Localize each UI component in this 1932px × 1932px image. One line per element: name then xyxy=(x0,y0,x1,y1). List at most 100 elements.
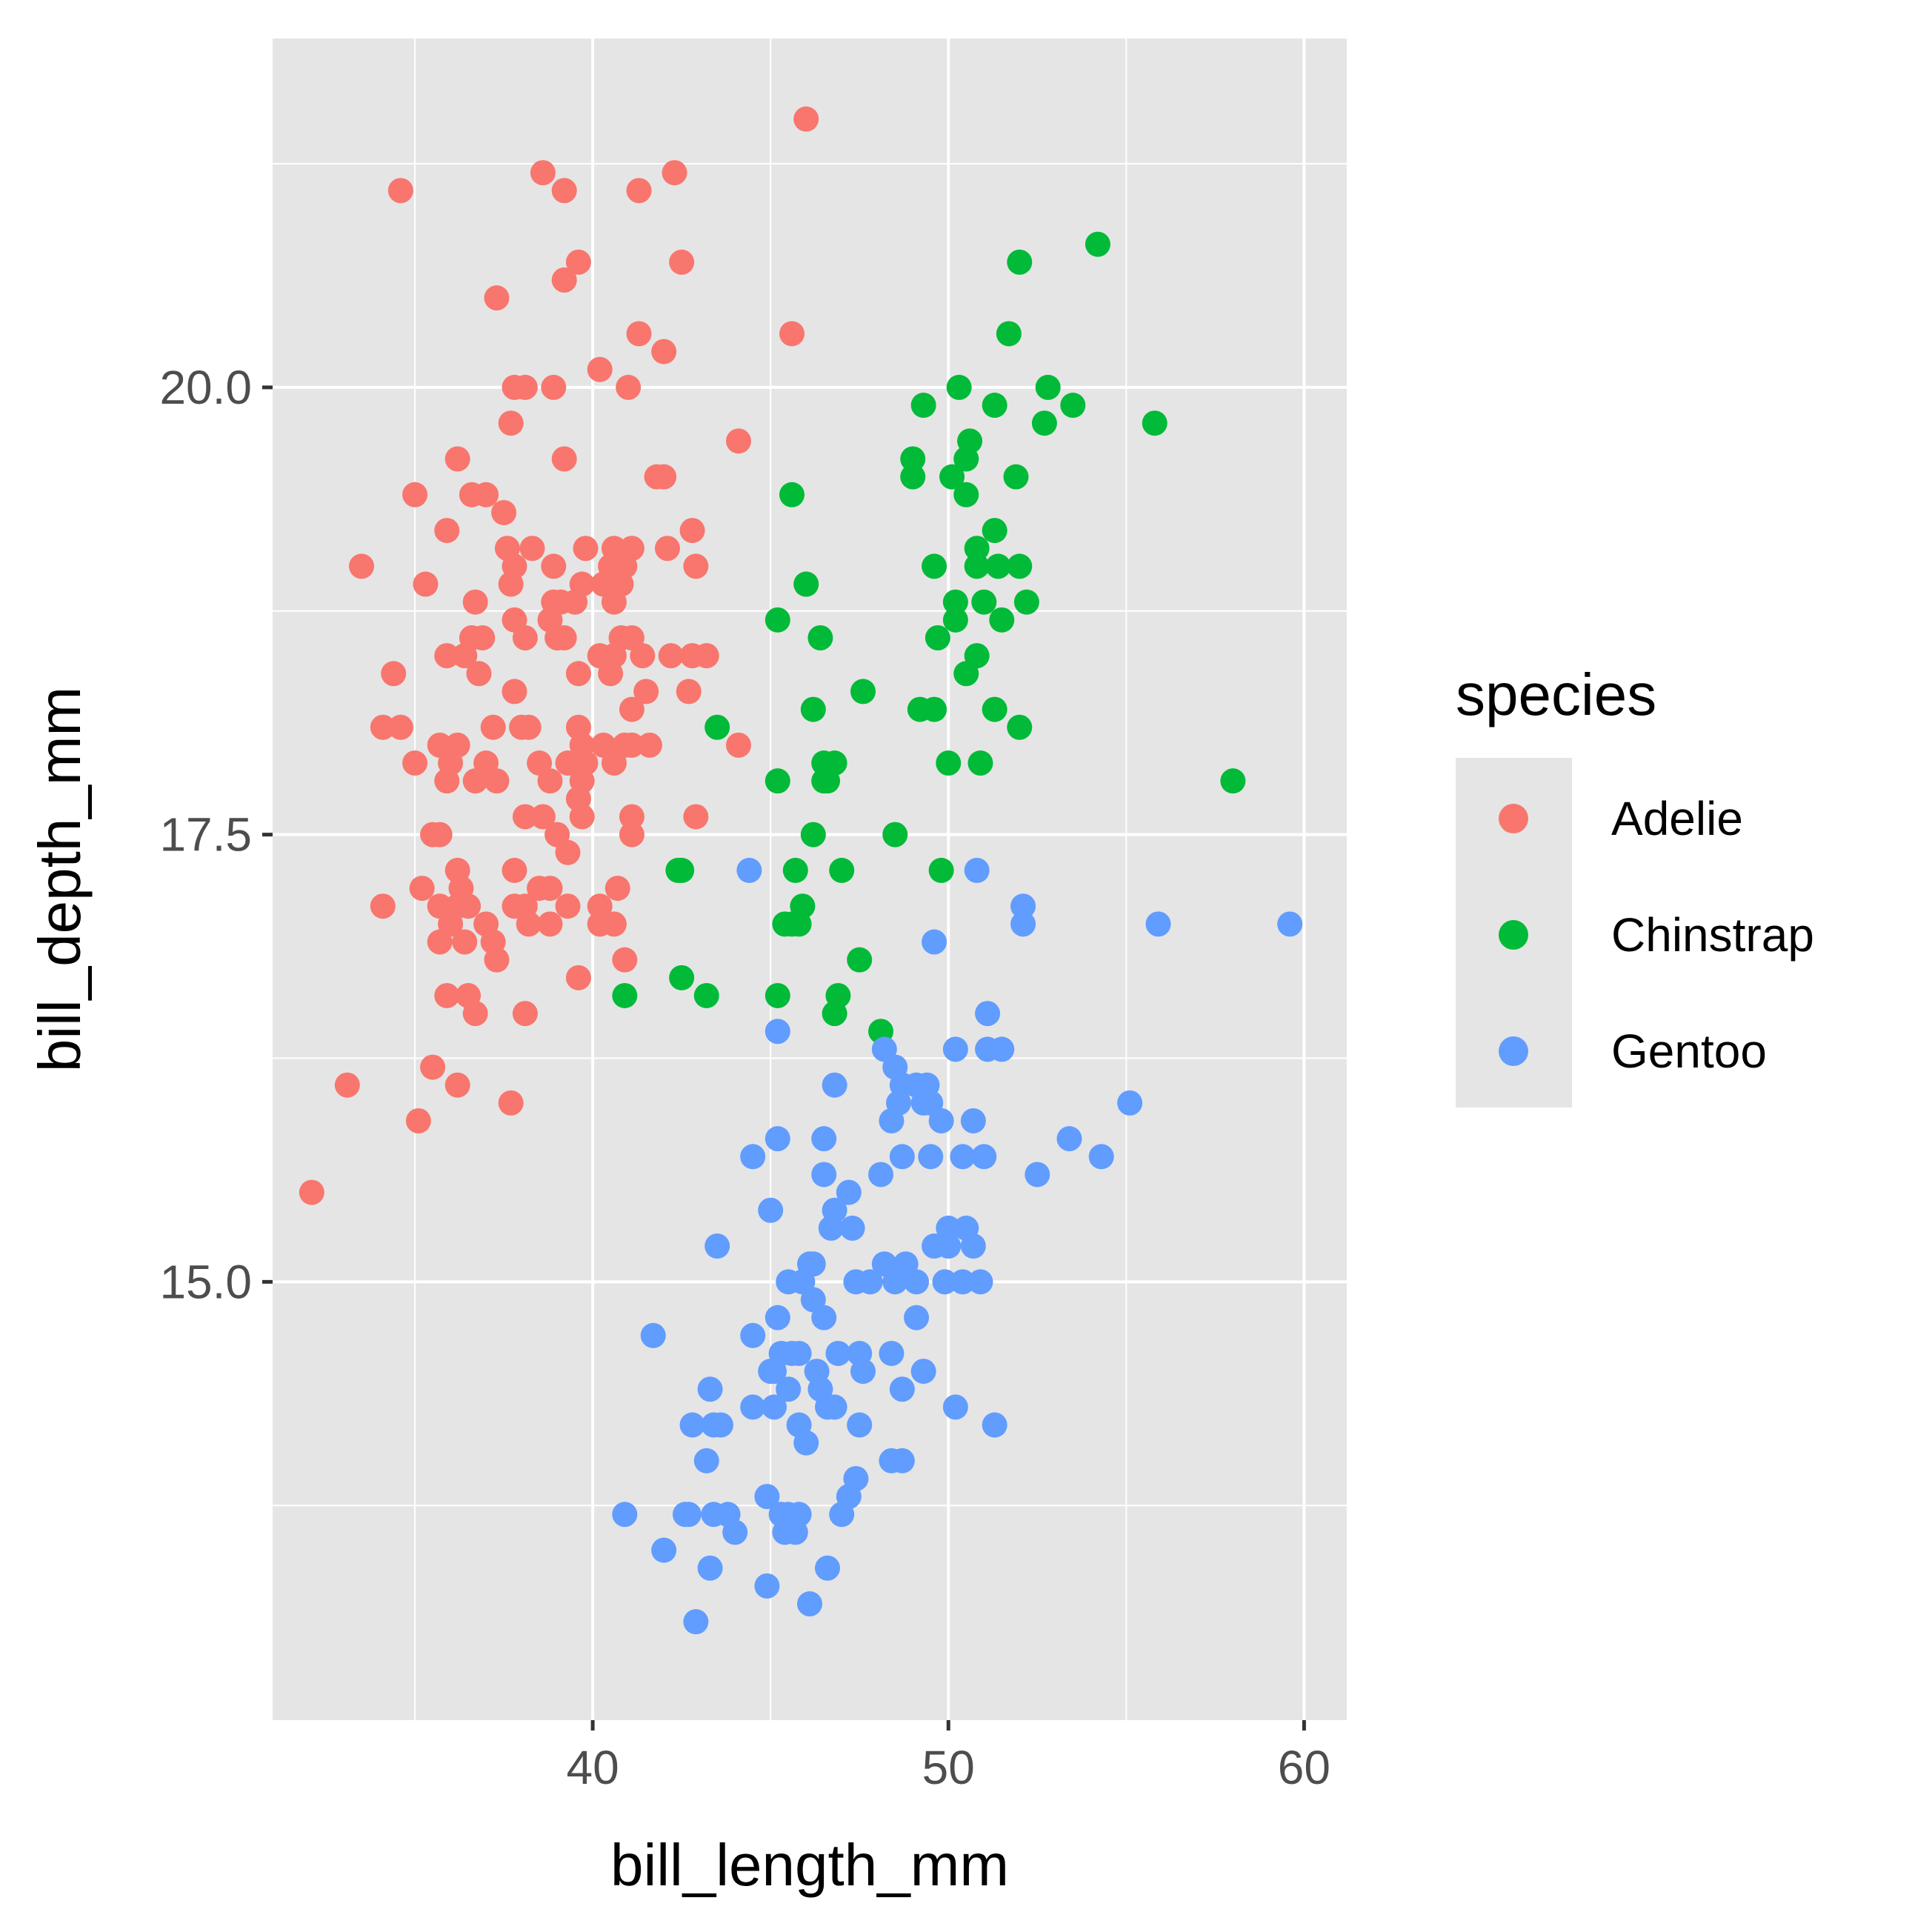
point-gentoo xyxy=(910,1359,936,1385)
point-chinstrap xyxy=(1060,393,1086,419)
point-gentoo xyxy=(889,1144,915,1170)
point-gentoo xyxy=(904,1269,930,1295)
point-adelie xyxy=(604,876,630,902)
point-chinstrap xyxy=(1142,410,1167,436)
point-chinstrap xyxy=(910,393,936,419)
point-gentoo xyxy=(1010,911,1036,937)
point-adelie xyxy=(565,661,591,687)
point-chinstrap xyxy=(964,536,990,562)
legend-label-chinstrap: Chinstrap xyxy=(1611,908,1814,962)
point-gentoo xyxy=(754,1484,780,1510)
point-gentoo xyxy=(1056,1126,1082,1152)
legend-key-gentoo xyxy=(1499,1036,1528,1066)
point-chinstrap xyxy=(985,553,1011,579)
point-gentoo xyxy=(697,1376,723,1402)
point-adelie xyxy=(555,839,581,865)
point-gentoo xyxy=(950,1144,976,1170)
minor-gridlines xyxy=(273,39,1347,1720)
point-gentoo xyxy=(889,1376,915,1402)
point-chinstrap xyxy=(800,822,826,847)
point-adelie xyxy=(512,374,538,400)
point-gentoo xyxy=(612,1502,638,1528)
point-adelie xyxy=(402,750,428,776)
point-adelie xyxy=(462,768,488,794)
point-gentoo xyxy=(786,1340,812,1366)
point-adelie xyxy=(459,482,484,507)
point-gentoo xyxy=(651,1537,677,1563)
point-adelie xyxy=(612,947,638,973)
point-chinstrap xyxy=(1007,714,1033,740)
legend-label-gentoo: Gentoo xyxy=(1611,1025,1767,1078)
point-gentoo xyxy=(936,1215,962,1241)
point-adelie xyxy=(334,1072,360,1098)
point-gentoo xyxy=(918,1144,944,1170)
point-gentoo xyxy=(829,1502,855,1528)
point-chinstrap xyxy=(822,1001,847,1027)
point-adelie xyxy=(427,822,453,847)
point-chinstrap xyxy=(612,982,638,1008)
point-adelie xyxy=(537,876,563,902)
point-gentoo xyxy=(765,1126,790,1152)
x-tick-label: 60 xyxy=(1278,1741,1330,1794)
point-adelie xyxy=(662,160,687,186)
legend-title: species xyxy=(1456,662,1656,727)
point-gentoo xyxy=(800,1251,826,1277)
point-chinstrap xyxy=(765,607,790,633)
point-chinstrap xyxy=(1085,231,1110,257)
point-gentoo xyxy=(1277,911,1303,937)
point-chinstrap xyxy=(964,553,990,579)
point-gentoo xyxy=(818,1215,844,1241)
x-axis: 40 50 60 xyxy=(567,1720,1330,1794)
point-adelie xyxy=(462,1001,488,1027)
point-adelie xyxy=(573,536,599,562)
x-tick-label: 40 xyxy=(567,1741,619,1794)
point-adelie xyxy=(434,768,460,794)
point-adelie xyxy=(387,178,413,204)
point-adelie xyxy=(516,911,542,937)
point-adelie xyxy=(530,160,556,186)
point-gentoo xyxy=(839,1215,865,1241)
point-adelie xyxy=(551,446,577,472)
point-gentoo xyxy=(758,1197,784,1223)
point-adelie xyxy=(793,106,819,132)
y-tick-label: 20.0 xyxy=(159,361,252,414)
point-gentoo xyxy=(811,1162,837,1187)
point-adelie xyxy=(551,624,577,650)
point-adelie xyxy=(630,643,656,669)
point-gentoo xyxy=(847,1412,873,1438)
point-adelie xyxy=(654,536,680,562)
point-chinstrap xyxy=(1035,374,1061,400)
point-adelie xyxy=(541,374,567,400)
point-gentoo xyxy=(836,1179,862,1205)
point-gentoo xyxy=(811,1126,837,1152)
point-gentoo xyxy=(765,1305,790,1330)
point-adelie xyxy=(616,374,642,400)
point-adelie xyxy=(651,339,677,364)
point-chinstrap xyxy=(850,679,876,704)
point-gentoo xyxy=(989,1036,1015,1062)
point-adelie xyxy=(444,446,470,472)
point-gentoo xyxy=(950,1269,976,1295)
point-gentoo xyxy=(815,1555,841,1581)
point-adelie xyxy=(619,696,644,722)
point-gentoo xyxy=(936,1233,962,1259)
point-chinstrap xyxy=(1220,768,1246,794)
point-chinstrap xyxy=(882,822,908,847)
point-gentoo xyxy=(857,1269,883,1295)
point-gentoo xyxy=(740,1322,766,1348)
point-chinstrap xyxy=(982,393,1007,419)
point-gentoo xyxy=(811,1305,837,1330)
point-gentoo xyxy=(889,1448,915,1473)
point-adelie xyxy=(598,661,624,687)
point-chinstrap xyxy=(939,464,965,490)
x-axis-title: bill_length_mm xyxy=(610,1832,1009,1898)
point-chinstrap xyxy=(782,857,808,883)
point-adelie xyxy=(434,518,460,544)
x-tick-label: 50 xyxy=(922,1741,975,1794)
point-adelie xyxy=(456,893,482,919)
point-adelie xyxy=(633,679,659,704)
point-gentoo xyxy=(797,1591,822,1617)
point-gentoo xyxy=(960,1108,986,1134)
point-adelie xyxy=(562,589,588,615)
point-adelie xyxy=(551,267,577,293)
